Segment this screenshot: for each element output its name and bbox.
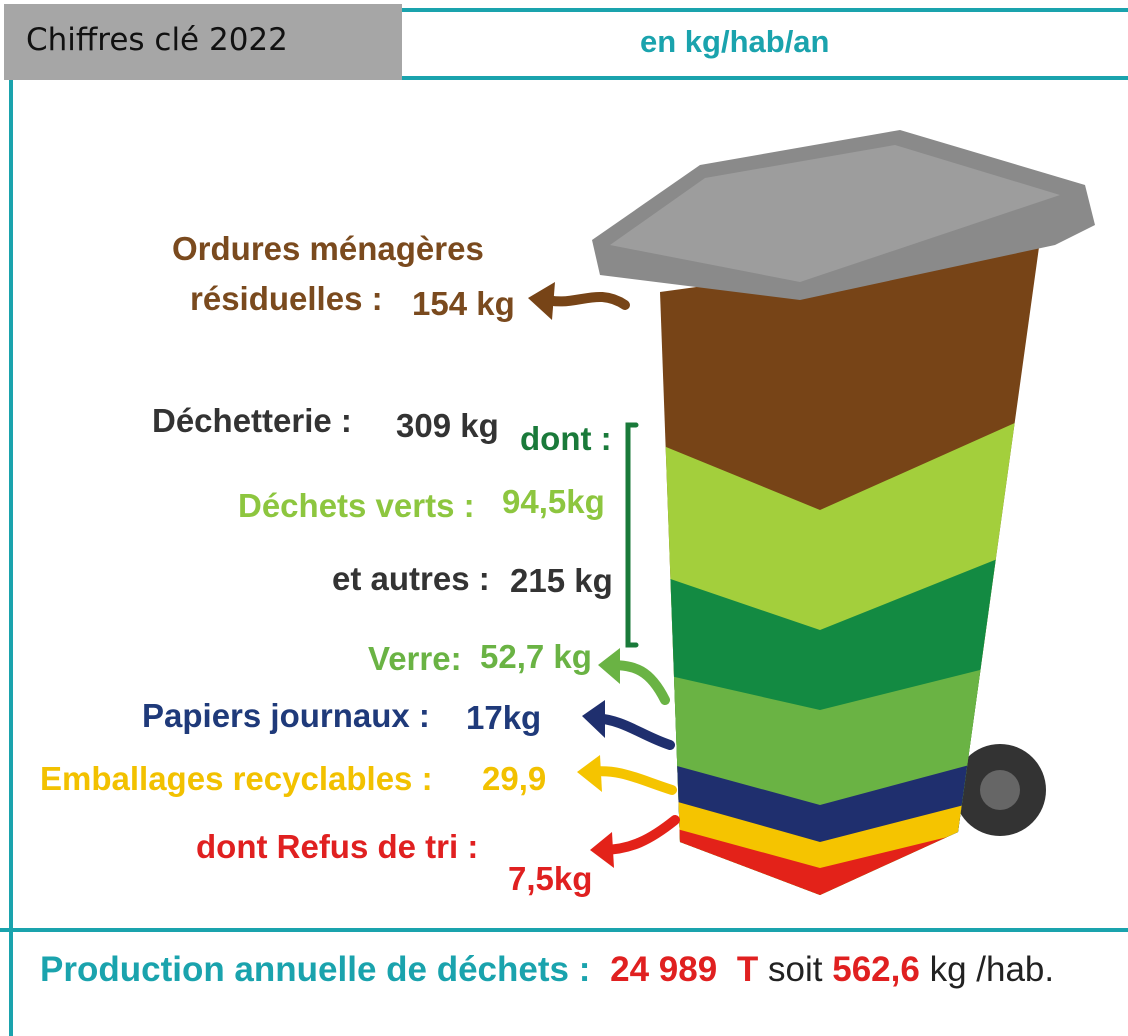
label: Déchetterie : bbox=[152, 402, 352, 439]
badge-bg bbox=[4, 4, 402, 80]
label: Emballages recyclables : bbox=[40, 760, 433, 797]
per-capita: 562,6 bbox=[832, 950, 920, 989]
label: Déchetterie : bbox=[152, 402, 352, 440]
label: et autres : bbox=[332, 560, 490, 597]
label: Déchets verts : bbox=[238, 487, 475, 524]
wheel-hub bbox=[980, 770, 1020, 810]
footer: Production annuelle de déchets : 24 989 … bbox=[40, 950, 1054, 990]
value: 309 kg bbox=[396, 407, 499, 444]
link: soit bbox=[768, 950, 823, 989]
label: dont : bbox=[520, 420, 612, 457]
bin-lid-top bbox=[610, 145, 1060, 282]
tonnage-unit: T bbox=[736, 950, 759, 989]
value: 7,5kg bbox=[508, 860, 593, 897]
value: 154 kg bbox=[412, 285, 515, 322]
arrows bbox=[528, 282, 680, 868]
label: dont Refus de tri : bbox=[196, 828, 479, 865]
value: 17kg bbox=[466, 699, 542, 736]
unit: en kg/hab/an bbox=[640, 24, 830, 59]
value: 215 kg bbox=[510, 562, 613, 599]
value: 52,7 kg bbox=[480, 638, 592, 675]
label: Papiers journaux : bbox=[142, 697, 430, 734]
tonnage: 24 989 bbox=[610, 950, 718, 989]
label: Verre: bbox=[368, 640, 462, 677]
footer-label: Production annuelle de déchets : bbox=[40, 950, 591, 989]
badge: Chiffres clé 2022 bbox=[26, 22, 288, 58]
per-capita-unit: kg /hab. bbox=[929, 950, 1055, 989]
label: Ordures ménagères bbox=[172, 230, 484, 267]
label: résiduelles : bbox=[190, 280, 383, 317]
value: 94,5kg bbox=[502, 483, 605, 520]
value: 29,9 bbox=[482, 760, 547, 797]
